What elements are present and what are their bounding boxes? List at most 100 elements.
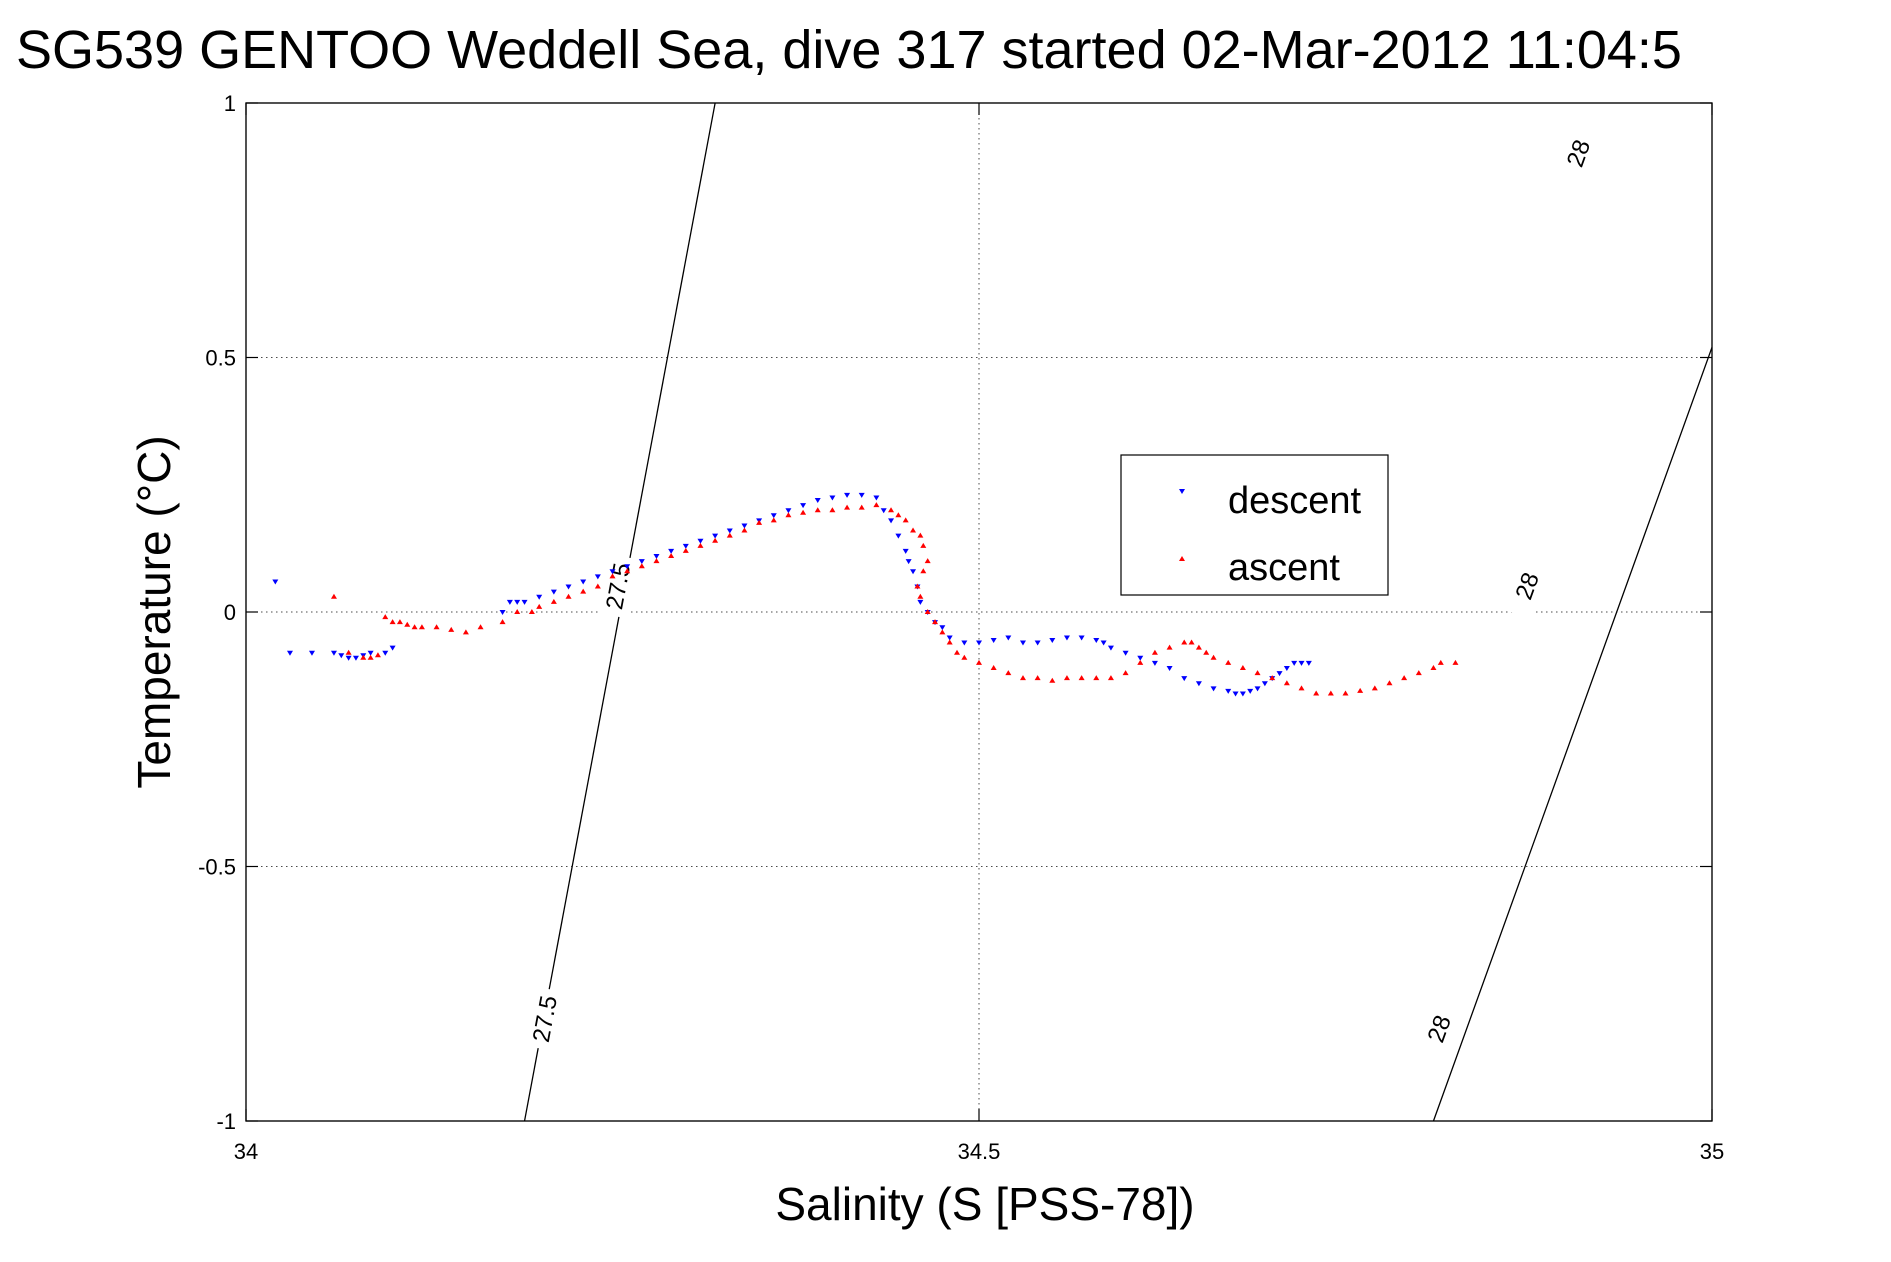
data-point-ascent: [1430, 664, 1437, 670]
data-point-descent: [1166, 665, 1173, 671]
data-point-descent: [624, 564, 631, 570]
data-point-ascent: [418, 624, 425, 630]
axis-ticks: 34 34.5 35 -1 -0.5 0 0.5 1: [198, 91, 1724, 1164]
data-point-descent: [1078, 635, 1085, 641]
data-point-ascent: [1342, 690, 1349, 696]
data-point-ascent: [462, 629, 469, 635]
data-point-ascent: [756, 519, 763, 525]
data-point-ascent: [1254, 670, 1261, 676]
data-point-descent: [653, 554, 660, 560]
data-point-ascent: [1181, 639, 1188, 645]
data-point-ascent: [360, 654, 367, 660]
data-point-ascent: [917, 532, 924, 538]
data-point-descent: [1049, 637, 1056, 643]
data-point-descent: [844, 492, 851, 498]
data-point-ascent: [653, 558, 660, 564]
data-point-ascent: [932, 619, 939, 625]
data-point-ascent: [1049, 677, 1056, 683]
data-point-descent: [594, 574, 601, 580]
data-point-ascent: [448, 626, 455, 632]
data-point-ascent: [1269, 675, 1276, 681]
data-point-ascent: [800, 509, 807, 515]
data-point-descent: [1093, 637, 1100, 643]
data-point-ascent: [1188, 639, 1195, 645]
data-point-descent: [565, 584, 572, 590]
data-point-descent: [1283, 665, 1290, 671]
data-point-ascent: [565, 593, 572, 599]
data-point-descent: [308, 650, 315, 656]
data-point-ascent: [976, 659, 982, 665]
data-point-descent: [1181, 676, 1188, 682]
data-point-descent: [1261, 681, 1268, 687]
data-point-ascent: [1034, 675, 1041, 681]
data-point-ascent: [1107, 675, 1114, 681]
y-tick-label: 0: [224, 600, 236, 625]
data-point-ascent: [1210, 654, 1217, 660]
data-point-descent: [1122, 650, 1129, 656]
data-point-descent: [382, 650, 389, 656]
data-point-descent: [550, 589, 557, 595]
data-point-ascent: [873, 502, 880, 508]
data-point-ascent: [638, 563, 645, 569]
data-point-ascent: [550, 598, 557, 604]
data-point-descent: [902, 548, 909, 554]
y-axis-label: Temperature (°C): [128, 435, 180, 788]
data-point-ascent: [668, 553, 675, 559]
data-point-ascent: [1225, 659, 1232, 665]
legend-label-ascent: ascent: [1228, 547, 1340, 589]
data-point-descent: [638, 559, 645, 565]
data-point-ascent: [1327, 690, 1334, 696]
data-point-descent: [990, 637, 997, 643]
data-point-descent: [668, 548, 675, 554]
data-point-ascent: [330, 593, 337, 599]
data-point-ascent: [712, 537, 719, 543]
data-point-descent: [682, 543, 689, 549]
data-point-descent: [1137, 655, 1144, 661]
data-point-ascent: [1357, 687, 1364, 693]
x-tick-label: 34.5: [958, 1139, 1001, 1164]
data-point-descent: [1210, 686, 1217, 692]
data-point-descent: [1151, 660, 1158, 666]
data-point-descent: [1195, 681, 1202, 687]
data-point-descent: [800, 503, 807, 509]
data-point-ascent: [1093, 675, 1100, 681]
data-point-ascent: [624, 568, 631, 574]
data-point-ascent: [910, 527, 917, 533]
data-point-descent: [389, 645, 396, 651]
data-point-ascent: [1401, 675, 1408, 681]
data-point-descent: [1232, 691, 1239, 697]
data-point-descent: [609, 569, 616, 575]
data-point-ascent: [477, 624, 484, 630]
data-point-ascent: [697, 542, 704, 548]
data-points: [272, 492, 1459, 697]
data-point-descent: [946, 635, 953, 641]
data-point-descent: [905, 559, 912, 565]
data-point-ascent: [858, 504, 865, 510]
data-point-descent: [712, 533, 719, 539]
data-point-descent: [1305, 660, 1312, 666]
data-point-descent: [1225, 688, 1232, 694]
data-point-ascent: [1283, 680, 1290, 686]
data-point-ascent: [954, 649, 961, 655]
data-point-ascent: [404, 621, 411, 627]
data-point-ascent: [1386, 680, 1393, 686]
legend: descent ascent: [1120, 454, 1389, 596]
data-point-ascent: [946, 639, 953, 645]
legend-box: [1120, 454, 1389, 596]
data-point-ascent: [1063, 675, 1070, 681]
data-point-ascent: [382, 614, 389, 620]
data-point-ascent: [920, 568, 927, 574]
data-point-descent: [1019, 640, 1026, 646]
data-point-descent: [272, 579, 279, 585]
data-point-ascent: [609, 573, 616, 579]
data-point-ascent: [961, 654, 968, 660]
data-point-ascent: [433, 624, 440, 630]
data-point-descent: [880, 508, 887, 514]
data-point-ascent: [914, 583, 921, 589]
data-point-ascent: [917, 593, 924, 599]
data-point-ascent: [411, 624, 418, 630]
y-tick-label: 0.5: [205, 346, 236, 371]
data-point-descent: [1107, 645, 1114, 651]
data-point-descent: [697, 538, 704, 544]
